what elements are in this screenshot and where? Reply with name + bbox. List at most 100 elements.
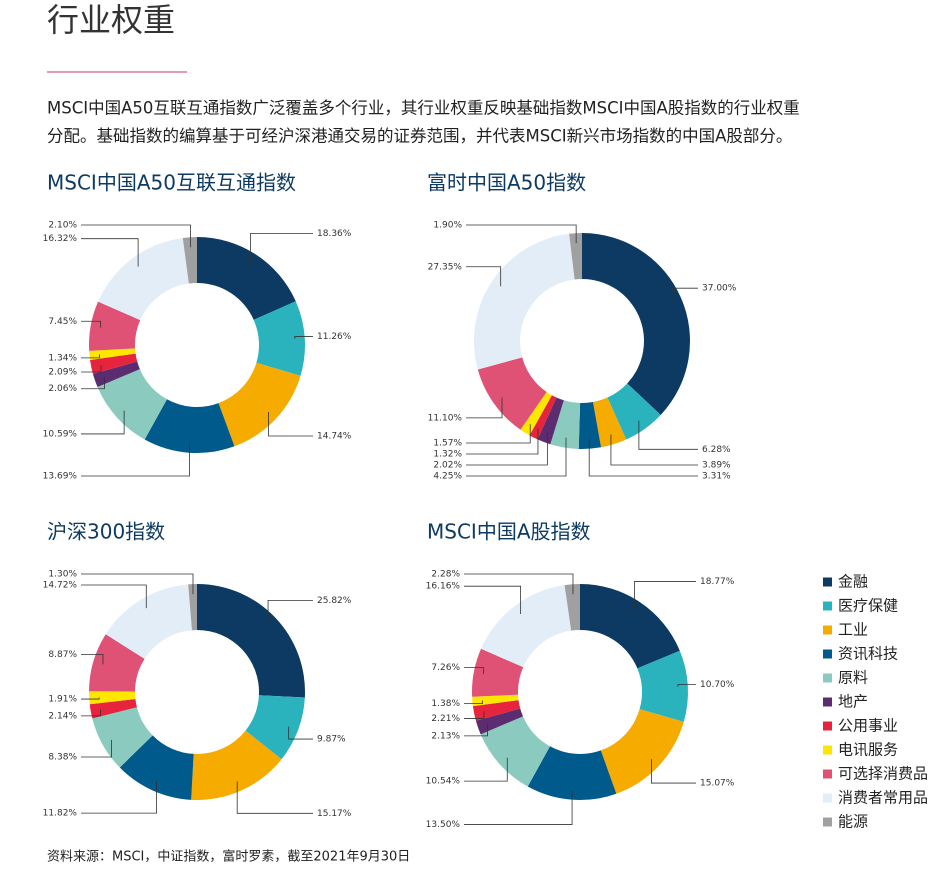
leader-line: [464, 757, 508, 782]
legend-swatch: [823, 721, 832, 731]
data-label: 1.90%: [433, 221, 462, 231]
donut-slice: [89, 691, 136, 705]
donut-slice: [89, 301, 141, 351]
data-label: 2.06%: [48, 384, 77, 394]
leader-line: [671, 287, 698, 303]
legend-swatch: [823, 625, 832, 635]
data-label: 10.70%: [700, 680, 735, 690]
legend-label: 金融: [838, 573, 868, 591]
donut-slice: [188, 584, 197, 631]
data-label: 2.02%: [433, 461, 462, 471]
data-label: 15.07%: [700, 779, 735, 789]
donut-slice: [105, 584, 192, 659]
donut-slice: [607, 383, 661, 440]
donut-slice: [529, 395, 557, 440]
donut-slice: [480, 716, 550, 787]
data-label: 11.26%: [317, 332, 352, 342]
data-label: 6.28%: [702, 445, 731, 455]
data-label: 11.82%: [43, 809, 78, 819]
leader-line: [677, 684, 696, 687]
leader-line: [81, 709, 101, 717]
data-label: 1.32%: [433, 450, 462, 460]
data-label: 2.21%: [431, 714, 460, 724]
leader-line: [81, 377, 105, 390]
chart-title: MSCI中国A50互联互通指数: [47, 171, 296, 195]
legend-label: 消费者常用品: [838, 789, 928, 807]
donut-slice: [550, 400, 581, 449]
data-label: 25.82%: [317, 596, 352, 606]
donut-slice: [564, 584, 580, 631]
data-label: 8.87%: [48, 650, 77, 660]
donut-slice: [90, 353, 138, 374]
data-label: 2.10%: [48, 221, 77, 231]
data-label: 27.35%: [428, 262, 463, 272]
donut-slice: [637, 650, 688, 722]
donut-slice: [119, 735, 194, 800]
leader-line: [81, 224, 191, 248]
leader-line: [81, 739, 112, 758]
legend-swatch: [823, 745, 832, 755]
legend-swatch: [823, 769, 832, 779]
legend-label: 工业: [838, 621, 868, 639]
legend-swatch: [823, 817, 832, 827]
legend-swatch: [823, 601, 832, 611]
donut-slice: [472, 648, 524, 697]
data-label: 18.77%: [700, 577, 735, 587]
data-label: 18.36%: [317, 229, 352, 239]
leader-line: [81, 354, 100, 359]
legend-label: 地产: [838, 693, 868, 711]
chart-title: 富时中国A50指数: [427, 171, 586, 195]
donut-slice: [592, 397, 627, 448]
leader-line: [466, 224, 577, 244]
data-label: 9.87%: [317, 735, 346, 745]
donut-slice: [97, 369, 167, 440]
donut-slice: [144, 399, 235, 453]
page-title: 行业权重: [47, 1, 175, 39]
intro-line: MSCI中国A50互联互通指数广泛覆盖多个行业，其行业权重反映基础指数MSCI中…: [47, 99, 800, 118]
leader-line: [464, 789, 573, 825]
donut-slice: [253, 301, 305, 376]
data-label: 10.54%: [426, 777, 461, 787]
leader-line: [466, 424, 531, 444]
donut-slice: [537, 397, 564, 445]
chart-title: MSCI中国A股指数: [427, 520, 591, 544]
donut-slice: [89, 634, 145, 692]
data-label: 16.32%: [43, 234, 78, 244]
leader-line: [81, 573, 194, 595]
data-label: 2.13%: [431, 731, 460, 741]
leader-line: [81, 654, 104, 665]
donut-slice: [477, 357, 547, 430]
donut-slice: [474, 233, 575, 370]
donut-slice: [578, 402, 602, 449]
legend-swatch: [823, 793, 832, 803]
leader-line: [81, 238, 139, 267]
donut-slice: [472, 700, 521, 721]
leader-line: [466, 428, 539, 455]
legend-swatch: [823, 649, 832, 659]
legend-label: 能源: [838, 813, 868, 831]
leader-line: [588, 438, 698, 477]
leader-line: [81, 320, 101, 328]
data-label: 7.45%: [48, 317, 77, 327]
leader-line: [81, 442, 190, 477]
leader-line: [610, 434, 698, 466]
legend-label: 原料: [838, 669, 868, 687]
donut-slice: [569, 233, 582, 280]
leader-line: [638, 420, 698, 450]
leader-line: [81, 584, 147, 609]
chart-title: 沪深300指数: [47, 520, 165, 544]
donut-slice: [98, 237, 189, 321]
donut-slice: [520, 391, 552, 436]
donut-slice: [218, 362, 301, 447]
leader-line: [267, 600, 313, 625]
donut-slice: [191, 730, 282, 800]
data-label: 13.50%: [426, 820, 461, 830]
legend-swatch: [823, 673, 832, 683]
intro-line: 分配。基础指数的编算基于可经沪深港通交易的证券范围，并代表MSCI新兴市场指数的…: [47, 127, 792, 146]
data-label: 3.89%: [702, 461, 731, 471]
leader-line: [288, 726, 313, 740]
donut-slice: [527, 746, 617, 800]
data-label: 16.16%: [426, 582, 461, 592]
legend-label: 医疗保健: [838, 597, 898, 615]
